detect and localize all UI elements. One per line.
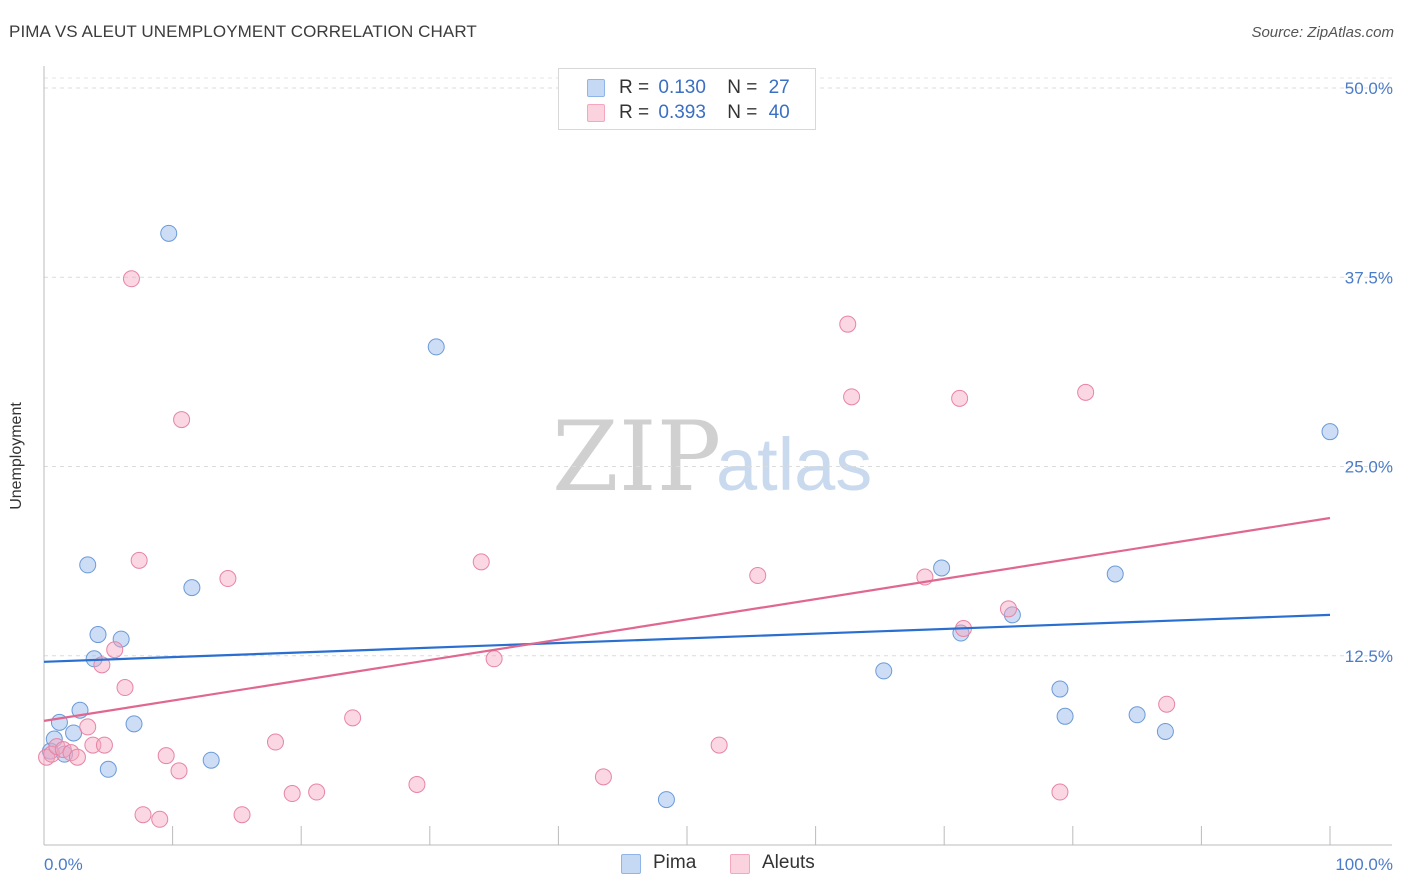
pima-point xyxy=(1051,680,1069,698)
n-value: 27 xyxy=(768,77,790,98)
aleuts-points xyxy=(38,270,1176,828)
aleuts-point xyxy=(1158,695,1176,713)
pima-point xyxy=(202,751,220,769)
aleuts-legend-swatch xyxy=(730,854,750,874)
r-value: 0.130 xyxy=(658,77,706,98)
aleuts-point xyxy=(233,806,251,824)
aleuts-point xyxy=(122,270,140,288)
y-tick-label: 50.0% xyxy=(1345,79,1393,98)
n-value: 40 xyxy=(768,102,790,123)
n-label: N = xyxy=(727,102,758,123)
pima-points xyxy=(41,224,1339,809)
aleuts-point xyxy=(95,736,113,754)
pima-swatch xyxy=(587,79,605,97)
aleuts-point xyxy=(1000,600,1017,618)
aleuts-point xyxy=(106,641,124,659)
aleuts-point xyxy=(283,785,301,803)
pima-point xyxy=(65,724,83,742)
pima-point xyxy=(1128,706,1146,724)
pima-point xyxy=(657,791,675,809)
aleuts-point xyxy=(170,762,188,780)
x-tick-label: 0.0% xyxy=(44,855,83,874)
pima-trend-line xyxy=(43,613,1331,663)
watermark-atlas: atlas xyxy=(716,423,872,506)
source-label: Source: ZipAtlas.com xyxy=(1251,24,1394,41)
aleuts-swatch xyxy=(587,104,605,122)
tick-labels: 12.5% 25.0% 37.5% 50.0% 0.0% 100.0% xyxy=(44,79,1393,874)
pima-legend-swatch xyxy=(621,854,641,874)
aleuts-point xyxy=(130,551,148,569)
pima-point xyxy=(89,626,107,644)
pima-point xyxy=(99,760,117,778)
pima-point xyxy=(160,224,178,242)
pima-point xyxy=(79,556,97,574)
pima-point xyxy=(1106,565,1124,583)
n-label: N = xyxy=(727,77,758,98)
axes xyxy=(43,66,1392,846)
aleuts-point xyxy=(173,411,191,429)
pima-point xyxy=(183,579,201,597)
aleuts-point xyxy=(344,709,362,727)
aleuts-point xyxy=(843,388,861,406)
r-value: 0.393 xyxy=(658,102,706,123)
chart-title: PIMA VS ALEUT UNEMPLOYMENT CORRELATION C… xyxy=(9,22,477,41)
correlation-legend: R = 0.130 N = 27 R = 0.393 N = 40 xyxy=(558,68,816,130)
y-tick-label: 25.0% xyxy=(1345,458,1393,477)
aleuts-point xyxy=(408,775,426,793)
trend-lines xyxy=(43,516,1331,722)
aleuts-point xyxy=(151,810,169,828)
aleuts-point xyxy=(38,748,56,766)
r-label: R = xyxy=(619,77,650,98)
aleuts-point xyxy=(308,783,326,801)
watermark-zip: ZIP xyxy=(552,401,721,513)
watermark: ZIP atlas xyxy=(552,401,872,513)
pima-point xyxy=(875,662,893,680)
aleuts-point xyxy=(1051,783,1069,801)
aleuts-point xyxy=(472,553,490,571)
aleuts-legend-label: Aleuts xyxy=(762,852,815,873)
grid xyxy=(44,77,1392,657)
pima-point xyxy=(427,338,445,356)
aleuts-point xyxy=(219,570,237,588)
aleuts-point xyxy=(710,736,728,754)
pima-point xyxy=(1056,707,1074,725)
aleuts-point xyxy=(266,733,284,751)
aleuts-point xyxy=(68,748,86,766)
r-label: R = xyxy=(619,102,650,123)
aleuts-point xyxy=(594,768,612,786)
aleuts-point xyxy=(134,806,152,824)
aleuts-point xyxy=(839,315,857,333)
aleuts-point xyxy=(116,679,134,697)
pima-point xyxy=(1156,722,1174,740)
aleuts-point xyxy=(157,747,175,765)
pima-legend-label: Pima xyxy=(653,852,697,873)
y-tick-label: 12.5% xyxy=(1345,647,1393,666)
aleuts-point xyxy=(951,389,969,407)
aleuts-point xyxy=(1077,383,1095,401)
aleuts-trend-line xyxy=(43,516,1331,722)
pima-point xyxy=(1321,423,1339,441)
aleuts-point xyxy=(485,650,503,668)
pima-point xyxy=(933,559,951,577)
pima-point xyxy=(125,715,143,733)
aleuts-point xyxy=(749,567,767,585)
pima-point xyxy=(112,630,130,648)
y-tick-label: 37.5% xyxy=(1345,268,1393,287)
x-tick-label: 100.0% xyxy=(1335,855,1393,874)
aleuts-point xyxy=(84,736,102,754)
aleuts-point xyxy=(79,718,97,736)
